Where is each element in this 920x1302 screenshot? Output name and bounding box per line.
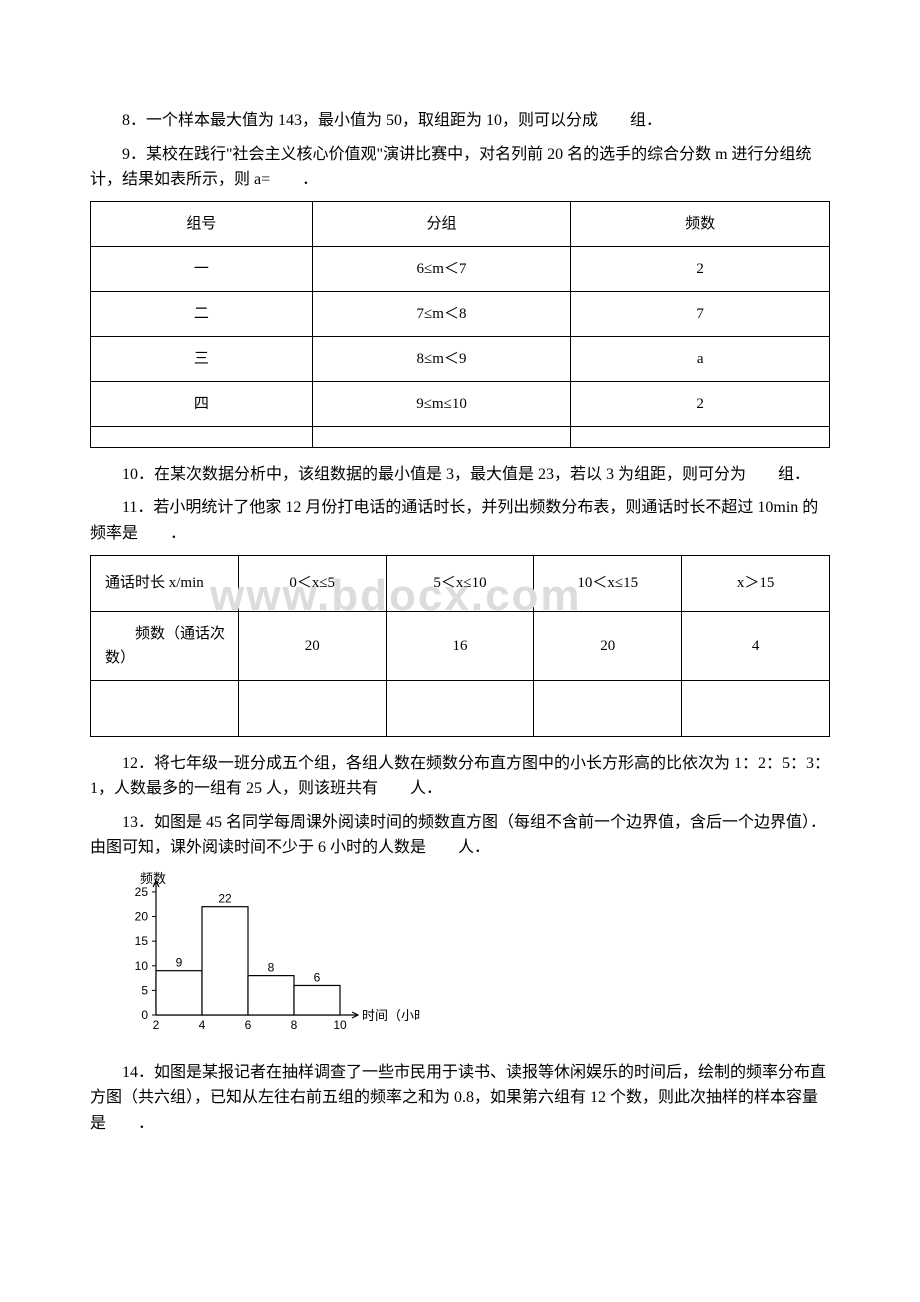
question-14: 14．如图是某报记者在抽样调查了一些市民用于读书、读报等休闲娱乐的时间后，绘制的… bbox=[90, 1060, 830, 1137]
cell: 8≤m＜9 bbox=[312, 336, 571, 381]
svg-text:8: 8 bbox=[268, 961, 275, 975]
table-q11: 通话时长 x/min 0＜x≤5 5＜x≤10 10＜x≤15 x＞15 频数（… bbox=[90, 555, 830, 737]
table-q9: 组号 分组 频数 一 6≤m＜7 2 二 7≤m＜8 7 三 8≤m＜9 a 四… bbox=[90, 201, 830, 448]
svg-text:4: 4 bbox=[199, 1018, 206, 1032]
cell: 10＜x≤15 bbox=[534, 555, 682, 611]
cell: 6≤m＜7 bbox=[312, 246, 571, 291]
svg-text:2: 2 bbox=[153, 1018, 160, 1032]
cell bbox=[571, 426, 830, 447]
svg-text:6: 6 bbox=[245, 1018, 252, 1032]
svg-text:时间（小时）: 时间（小时） bbox=[362, 1008, 420, 1023]
question-10: 10．在某次数据分析中，该组数据的最小值是 3，最大值是 23，若以 3 为组距… bbox=[90, 462, 830, 488]
svg-text:25: 25 bbox=[135, 885, 149, 899]
svg-text:15: 15 bbox=[135, 934, 149, 948]
table-row: 四 9≤m≤10 2 bbox=[91, 381, 830, 426]
svg-text:8: 8 bbox=[291, 1018, 298, 1032]
cell bbox=[238, 680, 386, 736]
cell bbox=[91, 680, 239, 736]
cell: 20 bbox=[238, 611, 386, 680]
cell: 4 bbox=[682, 611, 830, 680]
table-row bbox=[91, 426, 830, 447]
cell: 7 bbox=[571, 291, 830, 336]
histogram-q13: 频数 0 5 10 15 20 25 2 4 6 8 10 9 22 8 6 时间（小时） bbox=[110, 869, 830, 1048]
cell bbox=[386, 680, 534, 736]
cell: 9≤m≤10 bbox=[312, 381, 571, 426]
cell: 一 bbox=[91, 246, 313, 291]
cell: 四 bbox=[91, 381, 313, 426]
question-13: 13．如图是 45 名同学每周课外阅读时间的频数直方图（每组不含前一个边界值，含… bbox=[90, 810, 830, 861]
table-row: 二 7≤m＜8 7 bbox=[91, 291, 830, 336]
svg-text:20: 20 bbox=[135, 909, 149, 923]
cell bbox=[312, 426, 571, 447]
cell: 分组 bbox=[312, 201, 571, 246]
question-8: 8．一个样本最大值为 143，最小值为 50，取组距为 10，则可以分成 组． bbox=[90, 108, 830, 134]
cell: 频数 bbox=[571, 201, 830, 246]
svg-text:频数: 频数 bbox=[140, 871, 166, 886]
svg-text:10: 10 bbox=[333, 1018, 347, 1032]
svg-text:6: 6 bbox=[314, 970, 321, 984]
cell: x＞15 bbox=[682, 555, 830, 611]
cell: 2 bbox=[571, 381, 830, 426]
cell: 7≤m＜8 bbox=[312, 291, 571, 336]
cell bbox=[91, 426, 313, 447]
svg-text:10: 10 bbox=[135, 959, 149, 973]
cell: 三 bbox=[91, 336, 313, 381]
cell: 组号 bbox=[91, 201, 313, 246]
cell: 通话时长 x/min bbox=[91, 555, 239, 611]
question-9: 9．某校在践行"社会主义核心价值观"演讲比赛中，对名列前 20 名的选手的综合分… bbox=[90, 142, 830, 193]
svg-text:22: 22 bbox=[218, 892, 232, 906]
cell: 5＜x≤10 bbox=[386, 555, 534, 611]
cell: a bbox=[571, 336, 830, 381]
table-row bbox=[91, 680, 830, 736]
table-row: 三 8≤m＜9 a bbox=[91, 336, 830, 381]
histogram-svg: 频数 0 5 10 15 20 25 2 4 6 8 10 9 22 8 6 时间（小时） bbox=[110, 869, 420, 1039]
cell: 二 bbox=[91, 291, 313, 336]
svg-text:5: 5 bbox=[141, 983, 148, 997]
svg-text:0: 0 bbox=[141, 1008, 148, 1022]
cell: 20 bbox=[534, 611, 682, 680]
question-11: 11．若小明统计了他家 12 月份打电话的通话时长，并列出频数分布表，则通话时长… bbox=[90, 495, 830, 546]
cell bbox=[682, 680, 830, 736]
table-row: 频数（通话次数） 20 16 20 4 bbox=[91, 611, 830, 680]
svg-text:9: 9 bbox=[176, 956, 183, 970]
table-row: 通话时长 x/min 0＜x≤5 5＜x≤10 10＜x≤15 x＞15 bbox=[91, 555, 830, 611]
cell bbox=[534, 680, 682, 736]
table-row: 组号 分组 频数 bbox=[91, 201, 830, 246]
cell: 2 bbox=[571, 246, 830, 291]
table-row: 一 6≤m＜7 2 bbox=[91, 246, 830, 291]
cell: 频数（通话次数） bbox=[91, 611, 239, 680]
question-12: 12．将七年级一班分成五个组，各组人数在频数分布直方图中的小长方形高的比依次为 … bbox=[90, 751, 830, 802]
cell: 16 bbox=[386, 611, 534, 680]
cell: 0＜x≤5 bbox=[238, 555, 386, 611]
